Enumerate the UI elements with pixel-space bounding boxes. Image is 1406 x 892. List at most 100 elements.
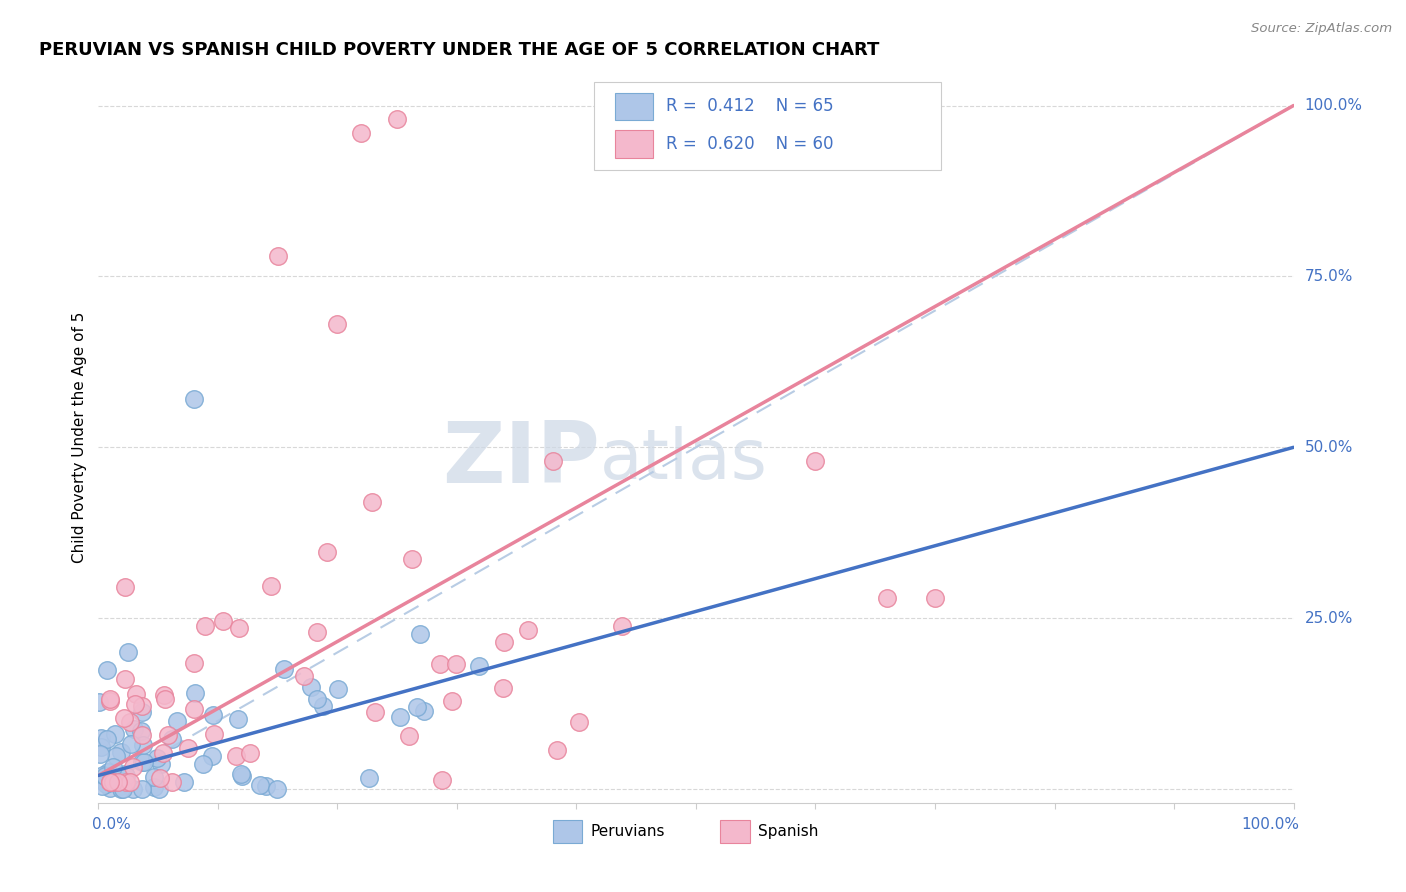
Point	[112, 711, 135, 725]
Point	[361, 495, 384, 509]
Point	[315, 544, 337, 558]
Point	[546, 743, 568, 757]
Bar	[614, 93, 652, 120]
Point	[98, 780, 121, 795]
Point	[406, 700, 429, 714]
Point	[115, 769, 138, 783]
Point	[104, 727, 127, 741]
Point	[120, 738, 142, 752]
Point	[149, 772, 172, 786]
Point	[299, 680, 322, 694]
Point	[131, 728, 153, 742]
Point	[231, 769, 253, 783]
Point	[492, 681, 515, 695]
Text: 25.0%: 25.0%	[1305, 611, 1353, 625]
Point	[91, 768, 114, 782]
Point	[148, 782, 170, 797]
Point	[357, 771, 380, 785]
Point	[90, 740, 112, 755]
Point	[153, 692, 176, 706]
Point	[363, 705, 385, 719]
Point	[104, 771, 127, 785]
Point	[440, 694, 463, 708]
Point	[350, 126, 373, 140]
Point	[193, 757, 215, 772]
Point	[267, 249, 290, 263]
Point	[312, 698, 335, 713]
Point	[122, 722, 145, 736]
Point	[96, 775, 118, 789]
Point	[292, 669, 315, 683]
Y-axis label: Child Poverty Under the Age of 5: Child Poverty Under the Age of 5	[72, 311, 87, 563]
Point	[96, 663, 118, 677]
Point	[160, 775, 183, 789]
Point	[132, 756, 155, 770]
Point	[98, 774, 121, 789]
Point	[183, 392, 205, 407]
Text: 50.0%: 50.0%	[1305, 440, 1353, 455]
Point	[153, 689, 176, 703]
Point	[876, 591, 898, 605]
Point	[98, 691, 122, 706]
Point	[157, 728, 180, 742]
Point	[183, 656, 205, 670]
Bar	[720, 820, 749, 843]
Point	[249, 778, 271, 792]
Point	[97, 765, 120, 780]
Text: 0.0%: 0.0%	[93, 817, 131, 832]
Point	[183, 686, 205, 700]
Point	[266, 782, 288, 797]
Point	[226, 712, 249, 726]
Point	[177, 741, 200, 756]
Point	[401, 552, 423, 566]
Point	[412, 705, 434, 719]
Point	[389, 709, 412, 723]
Point	[122, 781, 145, 796]
Point	[110, 780, 132, 794]
Point	[143, 771, 166, 785]
Point	[166, 714, 188, 728]
Point	[204, 727, 226, 741]
Point	[183, 701, 205, 715]
Text: Spanish: Spanish	[758, 824, 818, 838]
Point	[229, 767, 252, 781]
Point	[121, 760, 143, 774]
Text: Source: ZipAtlas.com: Source: ZipAtlas.com	[1251, 22, 1392, 36]
Point	[93, 769, 115, 783]
Point	[429, 657, 451, 671]
Point	[110, 782, 132, 797]
Point	[160, 731, 183, 746]
Point	[98, 775, 122, 789]
Point	[326, 318, 349, 332]
Point	[90, 731, 112, 745]
Point	[103, 775, 125, 789]
Point	[114, 672, 136, 686]
Point	[273, 662, 295, 676]
Point	[494, 635, 516, 649]
Point	[408, 626, 430, 640]
Point	[131, 782, 153, 797]
Point	[96, 731, 118, 746]
Point	[110, 745, 132, 759]
Point	[89, 747, 111, 762]
Point	[131, 699, 153, 714]
Point	[124, 697, 146, 711]
Point	[150, 757, 173, 772]
Point	[142, 780, 165, 794]
Text: PERUVIAN VS SPANISH CHILD POVERTY UNDER THE AGE OF 5 CORRELATION CHART: PERUVIAN VS SPANISH CHILD POVERTY UNDER …	[39, 41, 879, 59]
Point	[125, 687, 148, 701]
Text: R =  0.620    N = 60: R = 0.620 N = 60	[666, 135, 834, 153]
Point	[98, 775, 122, 789]
Text: Peruvians: Peruvians	[591, 824, 665, 838]
Point	[385, 112, 409, 127]
Point	[444, 657, 467, 671]
Point	[112, 782, 135, 797]
Point	[173, 774, 195, 789]
Point	[398, 729, 420, 743]
Point	[432, 772, 454, 787]
Point	[194, 618, 217, 632]
Point	[541, 454, 564, 468]
Point	[212, 614, 235, 628]
Point	[114, 580, 136, 594]
Point	[118, 714, 141, 729]
